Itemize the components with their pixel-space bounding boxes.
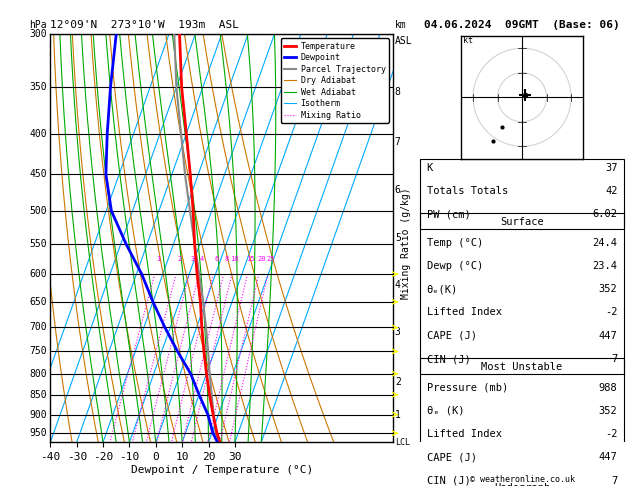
Text: 3: 3 [395, 328, 401, 337]
Text: 42: 42 [605, 186, 618, 196]
Text: 15: 15 [246, 256, 255, 262]
Text: Surface: Surface [500, 217, 544, 227]
Text: 600: 600 [30, 269, 47, 279]
Text: CIN (J): CIN (J) [426, 354, 470, 364]
Text: 7: 7 [611, 354, 618, 364]
Text: Dewp (°C): Dewp (°C) [426, 261, 483, 271]
Text: 6: 6 [395, 185, 401, 194]
Text: 2: 2 [177, 256, 181, 262]
Text: 25: 25 [267, 256, 275, 262]
Text: 352: 352 [599, 406, 618, 416]
Text: 6.02: 6.02 [593, 209, 618, 219]
Text: -2: -2 [605, 429, 618, 439]
Text: 300: 300 [30, 29, 47, 39]
Text: 350: 350 [30, 83, 47, 92]
Text: 24.4: 24.4 [593, 238, 618, 248]
Bar [420, 480, 624, 486]
X-axis label: Dewpoint / Temperature (°C): Dewpoint / Temperature (°C) [131, 465, 313, 475]
Text: CAPE (J): CAPE (J) [426, 452, 477, 462]
Text: ASL: ASL [395, 36, 413, 46]
Text: PW (cm): PW (cm) [426, 209, 470, 219]
Bar [420, 213, 624, 374]
Text: 988: 988 [599, 382, 618, 393]
Text: 23.4: 23.4 [593, 261, 618, 271]
Text: Hodograph: Hodograph [494, 483, 550, 486]
Bar [420, 358, 624, 486]
Text: 7: 7 [611, 476, 618, 486]
Text: Mixing Ratio (g/kg): Mixing Ratio (g/kg) [401, 187, 411, 299]
Text: Lifted Index: Lifted Index [426, 429, 501, 439]
Text: 6: 6 [214, 256, 218, 262]
Text: 10: 10 [231, 256, 239, 262]
Text: © weatheronline.co.uk: © weatheronline.co.uk [470, 474, 574, 484]
Text: 37: 37 [605, 163, 618, 173]
Text: 04.06.2024  09GMT  (Base: 06): 04.06.2024 09GMT (Base: 06) [424, 20, 620, 30]
Text: 7: 7 [395, 137, 401, 147]
Text: 400: 400 [30, 129, 47, 139]
Text: CIN (J): CIN (J) [426, 476, 470, 486]
Text: 800: 800 [30, 369, 47, 379]
Text: 450: 450 [30, 170, 47, 179]
Text: LCL: LCL [395, 438, 410, 447]
Text: 500: 500 [30, 206, 47, 216]
Text: 1: 1 [395, 410, 401, 419]
Text: 20: 20 [257, 256, 266, 262]
Text: 1: 1 [156, 256, 160, 262]
Text: -2: -2 [605, 308, 618, 317]
Text: Lifted Index: Lifted Index [426, 308, 501, 317]
Text: hPa: hPa [30, 20, 47, 30]
Text: 3: 3 [190, 256, 194, 262]
Text: 352: 352 [599, 284, 618, 294]
Text: 950: 950 [30, 428, 47, 438]
Text: 650: 650 [30, 297, 47, 307]
Text: 5: 5 [395, 233, 401, 243]
Text: Totals Totals: Totals Totals [426, 186, 508, 196]
Text: 12°09'N  273°10'W  193m  ASL: 12°09'N 273°10'W 193m ASL [50, 20, 239, 31]
Text: 447: 447 [599, 331, 618, 341]
Text: θₑ(K): θₑ(K) [426, 284, 458, 294]
Text: 4: 4 [395, 280, 401, 291]
Text: 700: 700 [30, 323, 47, 332]
Bar [420, 158, 624, 229]
Legend: Temperature, Dewpoint, Parcel Trajectory, Dry Adiabat, Wet Adiabat, Isotherm, Mi: Temperature, Dewpoint, Parcel Trajectory… [281, 38, 389, 123]
Text: km: km [395, 20, 406, 30]
Text: 447: 447 [599, 452, 618, 462]
Text: 550: 550 [30, 239, 47, 249]
Text: θₑ (K): θₑ (K) [426, 406, 464, 416]
Text: 8: 8 [225, 256, 229, 262]
Text: 4: 4 [200, 256, 204, 262]
Text: 750: 750 [30, 347, 47, 356]
Text: CAPE (J): CAPE (J) [426, 331, 477, 341]
Text: 8: 8 [395, 87, 401, 97]
Text: Temp (°C): Temp (°C) [426, 238, 483, 248]
Text: 850: 850 [30, 390, 47, 400]
Text: Most Unstable: Most Unstable [481, 362, 563, 372]
Text: K: K [426, 163, 433, 173]
Text: 900: 900 [30, 410, 47, 419]
Text: Pressure (mb): Pressure (mb) [426, 382, 508, 393]
Text: 2: 2 [395, 377, 401, 387]
